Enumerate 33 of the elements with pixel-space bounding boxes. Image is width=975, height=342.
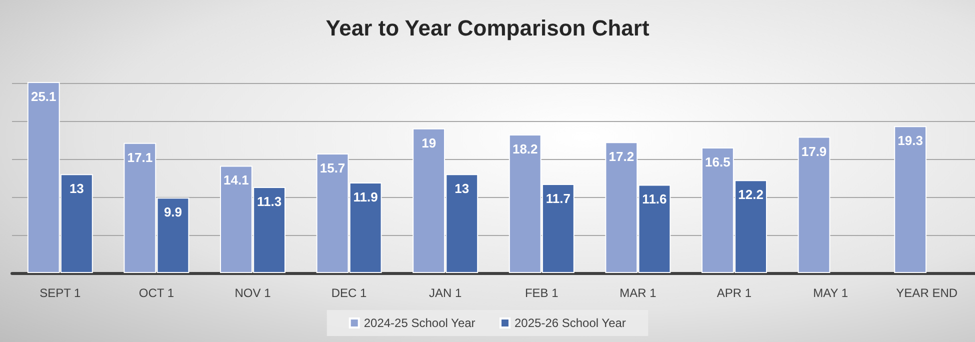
bar [798, 136, 830, 273]
data-label: 14.1 [224, 172, 249, 188]
data-label: 15.7 [320, 160, 346, 176]
data-label: 25.1 [30, 89, 56, 104]
x-tick-label: APR 1 [716, 286, 752, 300]
data-label: 11.3 [256, 194, 282, 210]
data-label: 17.1 [127, 150, 153, 165]
x-tick-label: NOV 1 [234, 286, 272, 300]
x-tick-label: DEC 1 [331, 286, 368, 300]
x-tick-label: SEPT 1 [40, 286, 82, 300]
data-label: 11.9 [353, 189, 378, 204]
data-label: 9.9 [164, 204, 182, 220]
bar [894, 126, 927, 273]
data-label: 12.2 [738, 187, 764, 202]
data-label: 11.6 [642, 192, 667, 207]
data-label: 18.2 [512, 142, 538, 157]
x-tick-label: MAR 1 [620, 286, 657, 300]
data-label: 13 [454, 181, 470, 196]
legend-label: 2025-26 School Year [514, 316, 626, 330]
x-tick-label: FEB 1 [524, 286, 559, 300]
data-label: 11.7 [546, 190, 570, 206]
data-label: 19.3 [898, 133, 923, 148]
x-tick-label: OCT 1 [138, 286, 174, 300]
legend-label: 2024-25 School Year [364, 316, 476, 330]
x-tick-label: JAN 1 [429, 286, 462, 300]
data-label: 19 [422, 135, 436, 150]
x-tick-label: YEAR END [896, 286, 958, 300]
data-label: 17.2 [608, 149, 634, 164]
chart-title: Year to Year Comparison Chart [326, 16, 650, 40]
data-label: 17.9 [801, 144, 827, 159]
x-tick-label: MAY 1 [813, 286, 848, 300]
data-label: 16.5 [705, 154, 730, 170]
data-label: 13 [69, 181, 84, 196]
